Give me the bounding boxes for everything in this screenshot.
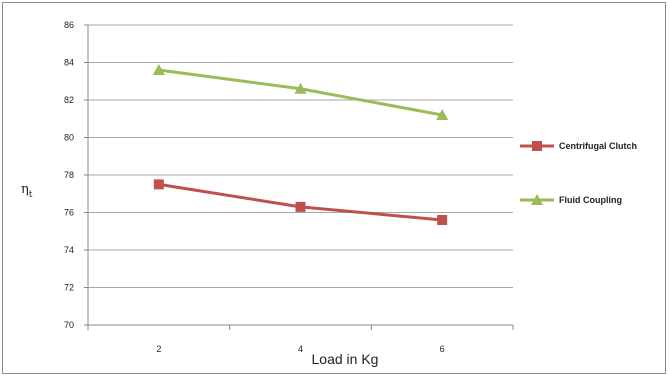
legend-marker <box>531 194 543 205</box>
x-tick-label: 6 <box>440 344 445 354</box>
y-tick-label: 72 <box>64 283 74 293</box>
y-tick-label: 78 <box>64 170 74 180</box>
y-tick-label: 80 <box>64 133 74 143</box>
data-point <box>436 109 449 120</box>
y-tick-label: 76 <box>64 208 74 218</box>
series-centrifugal-clutch <box>153 179 448 225</box>
data-point <box>152 64 165 75</box>
x-tick-labels: 2 4 6 <box>156 344 444 354</box>
x-tick-label: 2 <box>156 344 161 354</box>
y-tick-label: 84 <box>64 58 74 68</box>
chart-frame: 70 72 74 76 78 80 82 84 86 2 4 6 Centrifugal Clutc… <box>2 2 666 374</box>
legend-label: Centrifugal Clutch <box>559 141 637 151</box>
y-tick-label: 82 <box>64 95 74 105</box>
line-chart: 70 72 74 76 78 80 82 84 86 2 4 6 Centrifugal Clutc… <box>21 20 637 367</box>
data-point <box>153 179 164 190</box>
data-point <box>294 82 307 94</box>
data-series <box>152 64 449 225</box>
y-tick-label: 70 <box>64 320 74 330</box>
y-tick-label: 86 <box>64 20 74 30</box>
x-tick-label: 4 <box>298 344 303 354</box>
legend: Centrifugal Clutch Fluid Coupling <box>520 141 637 205</box>
data-point <box>295 201 306 212</box>
y-axis-label-sub: t <box>29 190 33 200</box>
data-point <box>437 215 448 225</box>
legend-item-fluid-coupling: Fluid Coupling <box>520 194 622 205</box>
y-tick-labels: 70 72 74 76 78 80 82 84 86 <box>64 20 74 330</box>
legend-marker <box>532 141 542 151</box>
legend-label: Fluid Coupling <box>559 195 622 205</box>
y-axis-label-main: η <box>21 182 29 197</box>
x-axis-label: Load in Kg <box>312 351 379 367</box>
series-fluid-coupling <box>152 64 449 120</box>
legend-item-centrifugal-clutch: Centrifugal Clutch <box>520 141 637 151</box>
gridlines <box>88 24 513 288</box>
y-axis-label: ηt <box>21 182 33 200</box>
y-tick-label: 74 <box>64 245 74 255</box>
axes <box>84 24 514 330</box>
